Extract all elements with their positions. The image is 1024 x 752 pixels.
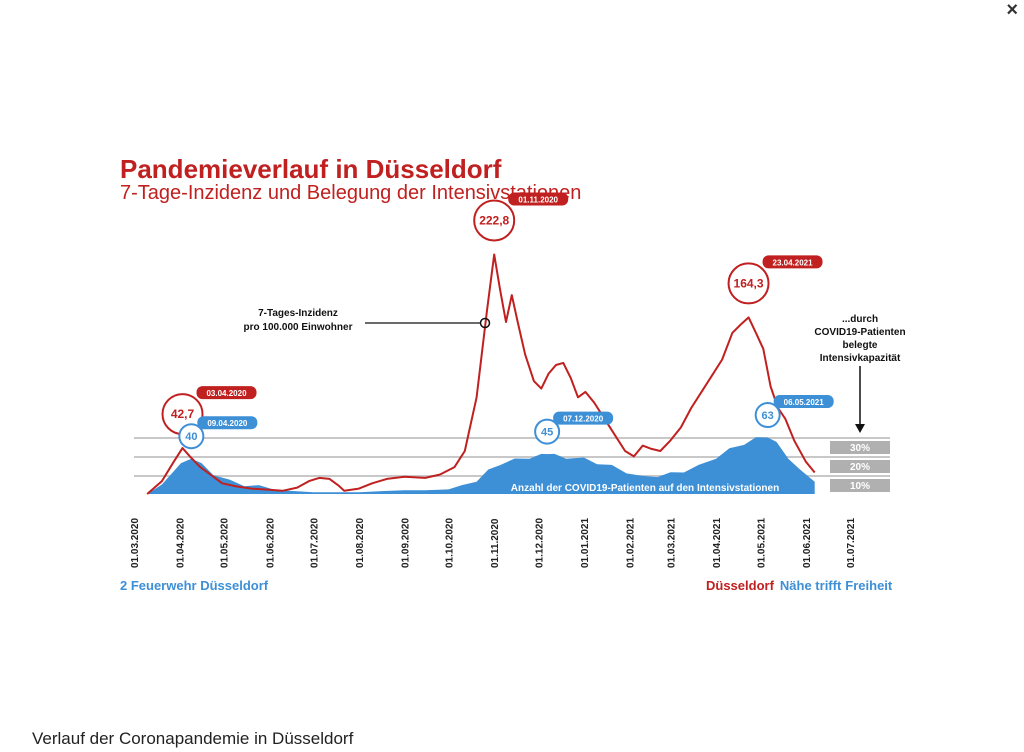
footer-brand-city: Düsseldorf: [706, 578, 774, 593]
chart-title: Pandemieverlauf in Düsseldorf: [120, 154, 502, 184]
annotation-circle: [754, 402, 781, 429]
annotation-value: 164,3: [734, 276, 764, 290]
x-tick-label: 01.06.2021: [802, 518, 813, 568]
x-tick-label: 01.06.2020: [265, 518, 276, 568]
capacity-band-box: [830, 479, 890, 492]
x-tick-label: 01.05.2020: [220, 518, 231, 568]
annotation-circle: [534, 418, 561, 445]
capacity-band-label: 30%: [850, 443, 870, 454]
annotation-date-pill: [196, 386, 257, 400]
close-icon[interactable]: ×: [1006, 0, 1018, 21]
footer-credit: 2 Feuerwehr Düsseldorf: [120, 578, 269, 593]
incidence-pointer-marker: [479, 317, 491, 329]
capacity-note-line-1: ...durch: [842, 314, 878, 325]
annotation-date: 06.05.2021: [784, 398, 825, 407]
capacity-note-line-3: belegte: [842, 340, 877, 351]
x-tick-label: 01.07.2021: [846, 518, 857, 568]
capacity-band-label: 10%: [850, 481, 870, 492]
x-tick-label: 01.09.2020: [401, 518, 412, 568]
annotation-date: 07.12.2020: [563, 415, 604, 424]
annotation-value: 40: [185, 431, 197, 443]
annotations: 42,7 03.04.2020 40 09.04.2020 222,8 01.11.202…: [161, 192, 834, 450]
footer-brand-slogan-1: Nähe trifft: [779, 578, 842, 593]
capacity-note-line-2: COVID19-Patienten: [814, 327, 905, 338]
annotation-circle: [178, 423, 205, 450]
x-tick-label: 01.07.2020: [309, 518, 320, 568]
annotation-value: 222,8: [479, 213, 509, 227]
x-tick-label: 01.10.2020: [445, 518, 456, 568]
x-tick-label: 01.03.2021: [667, 518, 678, 568]
x-tick-label: 01.02.2021: [626, 518, 637, 568]
chart-notes: Anzahl der COVID19-Patienten auf den Int…: [244, 308, 906, 494]
annotation-value: 45: [541, 427, 553, 439]
incidence-note-line-1: 7-Tages-Inzidenz: [258, 308, 338, 319]
annotation-value: 63: [762, 410, 774, 422]
chart-subtitle: 7-Tage-Inzidenz und Belegung der Intensi…: [120, 182, 582, 204]
x-tick-label: 01.05.2021: [756, 518, 767, 568]
icu-series-label: Anzahl der COVID19-Patienten auf den Int…: [511, 483, 779, 494]
capacity-arrow-head: [855, 424, 865, 433]
x-tick-label: 01.01.2021: [580, 518, 591, 568]
footer-brand-slogan-2: Freiheit: [845, 578, 893, 593]
annotation-date: 03.04.2020: [206, 389, 247, 398]
annotation-date-pill: [197, 416, 258, 430]
x-tick-label: 01.03.2020: [130, 518, 141, 568]
annotation-circle: [727, 262, 770, 305]
capacity-band-box: [830, 460, 890, 473]
annotation-value: 42,7: [171, 407, 195, 421]
image-caption: Verlauf der Coronapandemie in Düsseldorf: [32, 729, 354, 748]
incidence-note-line-2: pro 100.000 Einwohner: [244, 322, 353, 333]
annotation-date-pill: [553, 411, 614, 425]
annotation-date: 09.04.2020: [207, 419, 248, 428]
annotation-date-pill: [762, 255, 823, 269]
capacity-band-box: [830, 441, 890, 454]
icu-area-series: [147, 437, 815, 494]
annotation-circle: [473, 199, 516, 242]
x-tick-label: 01.11.2020: [490, 518, 501, 568]
incidence-line-series: [146, 253, 816, 495]
x-tick-label: 01.12.2020: [534, 518, 545, 568]
annotation-date: 23.04.2021: [773, 258, 814, 267]
capacity-note-line-4: Intensivkapazität: [820, 353, 901, 364]
footer-brand: Düsseldorf Nähe trifft Freiheit: [706, 578, 892, 593]
x-tick-label: 01.04.2021: [712, 518, 723, 568]
capacity-band-label: 20%: [850, 462, 870, 473]
x-axis-ticks: 01.03.2020 01.04.2020 01.05.2020 01.06.2020…: [130, 518, 857, 568]
annotation-date-pill: [773, 395, 834, 409]
x-tick-label: 01.08.2020: [355, 518, 366, 568]
annotation-date: 01.11.2020: [518, 195, 558, 204]
x-tick-label: 01.04.2020: [176, 518, 187, 568]
annotation-date-pill: [508, 192, 569, 206]
